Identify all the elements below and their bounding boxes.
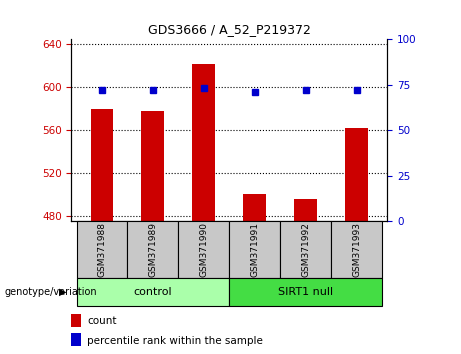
Text: GSM371991: GSM371991 bbox=[250, 222, 260, 277]
Text: GSM371992: GSM371992 bbox=[301, 222, 310, 277]
Text: GSM371988: GSM371988 bbox=[98, 222, 106, 277]
Bar bbox=[243, 194, 266, 221]
Bar bbox=[192, 64, 215, 221]
Bar bbox=[77, 221, 128, 278]
Bar bbox=[90, 109, 113, 221]
Bar bbox=[345, 128, 368, 221]
Text: GSM371993: GSM371993 bbox=[352, 222, 361, 277]
Bar bbox=[294, 199, 317, 221]
Text: percentile rank within the sample: percentile rank within the sample bbox=[87, 336, 263, 346]
Text: GSM371990: GSM371990 bbox=[199, 222, 208, 277]
Text: GSM371989: GSM371989 bbox=[148, 222, 158, 277]
Bar bbox=[128, 221, 178, 278]
Text: ▶: ▶ bbox=[59, 287, 67, 297]
Text: control: control bbox=[134, 287, 172, 297]
Text: count: count bbox=[87, 316, 117, 326]
Text: genotype/variation: genotype/variation bbox=[5, 287, 97, 297]
Title: GDS3666 / A_52_P219372: GDS3666 / A_52_P219372 bbox=[148, 23, 311, 36]
Bar bbox=[71, 333, 81, 346]
Bar bbox=[77, 278, 230, 306]
Bar bbox=[331, 221, 382, 278]
Bar bbox=[71, 314, 81, 327]
Bar bbox=[230, 221, 280, 278]
Bar bbox=[280, 221, 331, 278]
Text: SIRT1 null: SIRT1 null bbox=[278, 287, 333, 297]
Bar bbox=[178, 221, 230, 278]
Bar bbox=[142, 111, 165, 221]
Bar bbox=[230, 278, 382, 306]
